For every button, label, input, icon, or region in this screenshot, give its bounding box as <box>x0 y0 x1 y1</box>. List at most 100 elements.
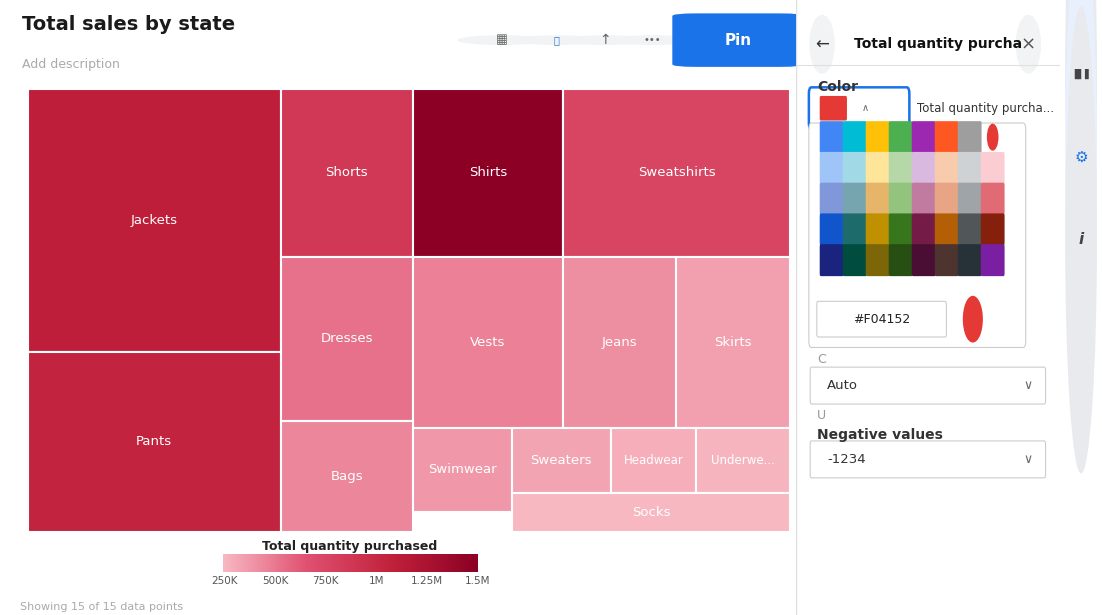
FancyBboxPatch shape <box>911 121 936 153</box>
FancyBboxPatch shape <box>888 183 912 215</box>
Bar <box>336 554 337 572</box>
Bar <box>300 554 301 572</box>
FancyBboxPatch shape <box>843 213 866 245</box>
Bar <box>415 554 418 572</box>
FancyBboxPatch shape <box>958 183 982 215</box>
Bar <box>676 256 790 428</box>
Text: Socks: Socks <box>631 506 670 519</box>
Bar <box>381 554 382 572</box>
Bar <box>338 554 339 572</box>
Bar <box>346 554 347 572</box>
Bar <box>344 554 346 572</box>
Bar <box>229 554 231 572</box>
Bar <box>430 554 431 572</box>
FancyBboxPatch shape <box>810 367 1046 404</box>
Bar <box>302 554 304 572</box>
Bar <box>402 554 403 572</box>
Text: Shorts: Shorts <box>325 167 368 180</box>
Bar <box>257 554 258 572</box>
Bar <box>410 554 411 572</box>
Bar <box>453 554 454 572</box>
Bar <box>399 554 400 572</box>
Bar <box>461 554 462 572</box>
Bar <box>236 554 237 572</box>
Bar <box>468 554 469 572</box>
Bar <box>423 554 425 572</box>
FancyBboxPatch shape <box>866 121 889 153</box>
Bar <box>450 554 451 572</box>
Bar <box>307 554 309 572</box>
Bar <box>321 554 322 572</box>
Bar <box>252 554 253 572</box>
Bar <box>231 554 234 572</box>
FancyBboxPatch shape <box>958 152 982 184</box>
FancyBboxPatch shape <box>888 244 912 276</box>
Bar <box>317 554 318 572</box>
Circle shape <box>608 35 696 45</box>
Text: Total quantity purcha: Total quantity purcha <box>854 38 1022 51</box>
Text: ▦: ▦ <box>496 34 507 47</box>
Bar <box>382 554 383 572</box>
Bar <box>449 554 450 572</box>
Bar <box>253 554 255 572</box>
Bar <box>343 554 345 572</box>
Bar <box>246 554 247 572</box>
Text: Underwe...: Underwe... <box>711 454 775 467</box>
Bar <box>511 428 611 493</box>
FancyBboxPatch shape <box>820 121 843 153</box>
Bar <box>372 554 375 572</box>
Bar <box>400 554 401 572</box>
Bar <box>284 554 285 572</box>
FancyBboxPatch shape <box>888 121 912 153</box>
Bar <box>298 554 299 572</box>
Text: ⚙: ⚙ <box>1074 149 1088 164</box>
Text: Add description: Add description <box>22 58 120 71</box>
Bar <box>455 554 457 572</box>
Bar <box>363 554 365 572</box>
Bar <box>306 554 307 572</box>
Bar <box>322 554 324 572</box>
Bar <box>358 554 359 572</box>
Bar <box>409 554 410 572</box>
Bar <box>356 554 357 572</box>
Bar <box>366 554 367 572</box>
Bar <box>467 554 468 572</box>
Text: Negative values: Negative values <box>817 429 942 442</box>
Circle shape <box>1066 0 1096 308</box>
Text: ▐▌▌: ▐▌▌ <box>1070 69 1092 79</box>
Bar <box>329 554 331 572</box>
Bar <box>393 554 396 572</box>
Text: Vests: Vests <box>471 336 506 349</box>
Bar <box>435 554 437 572</box>
Bar <box>355 554 356 572</box>
FancyBboxPatch shape <box>843 183 866 215</box>
Text: •••: ••• <box>644 35 661 45</box>
Bar <box>395 554 397 572</box>
Bar <box>451 554 452 572</box>
Bar <box>260 554 262 572</box>
FancyBboxPatch shape <box>820 244 843 276</box>
Bar <box>281 554 282 572</box>
Circle shape <box>963 296 983 343</box>
Bar <box>428 554 429 572</box>
Bar <box>277 554 278 572</box>
Bar <box>296 554 298 572</box>
Text: ⬛: ⬛ <box>554 35 560 45</box>
Bar <box>347 554 348 572</box>
Circle shape <box>514 35 601 45</box>
Bar <box>406 554 407 572</box>
Bar <box>352 554 354 572</box>
Bar <box>414 554 417 572</box>
Bar <box>301 554 303 572</box>
Bar <box>353 554 355 572</box>
Bar <box>230 554 233 572</box>
Bar <box>281 554 283 572</box>
FancyBboxPatch shape <box>866 244 889 276</box>
Text: C: C <box>817 353 825 367</box>
FancyBboxPatch shape <box>911 244 936 276</box>
Bar <box>341 554 342 572</box>
Bar <box>291 554 293 572</box>
Bar <box>369 554 370 572</box>
Bar <box>611 428 696 493</box>
Bar <box>226 554 227 572</box>
